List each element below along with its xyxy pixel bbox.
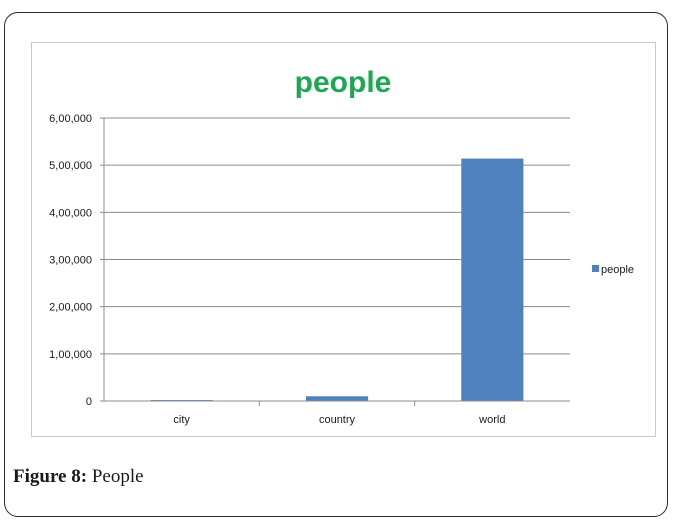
caption-label: Figure 8: (13, 466, 88, 487)
x-category-label: city (173, 414, 190, 426)
x-category-label: country (319, 414, 356, 426)
bar-world (461, 158, 524, 401)
chart-area (31, 42, 656, 437)
x-axis-category-labels: city country world (173, 414, 505, 426)
y-tick-label: 4,00,000 (49, 207, 92, 219)
legend: people (592, 264, 634, 276)
figure-caption: Figure 8: People (13, 466, 144, 488)
y-tick-label: 0 (86, 396, 92, 408)
y-tick-label: 3,00,000 (49, 255, 92, 267)
y-tick-label: 5,00,000 (49, 160, 92, 172)
chart-title: people (295, 66, 392, 99)
y-tick-label: 6,00,000 (49, 113, 92, 125)
caption-text: People (91, 466, 144, 487)
y-axis-tick-labels: 0 1,00,000 2,00,000 3,00,000 4,00,000 5,00,00… (49, 113, 92, 408)
y-tick-label: 1,00,000 (49, 349, 92, 361)
bar-country (305, 396, 369, 401)
legend-swatch-people (592, 265, 599, 272)
bars (150, 158, 524, 402)
axes (103, 118, 570, 406)
x-category-label: world (478, 414, 505, 426)
legend-label-people: people (601, 264, 634, 276)
y-tick-label: 2,00,000 (49, 302, 92, 314)
